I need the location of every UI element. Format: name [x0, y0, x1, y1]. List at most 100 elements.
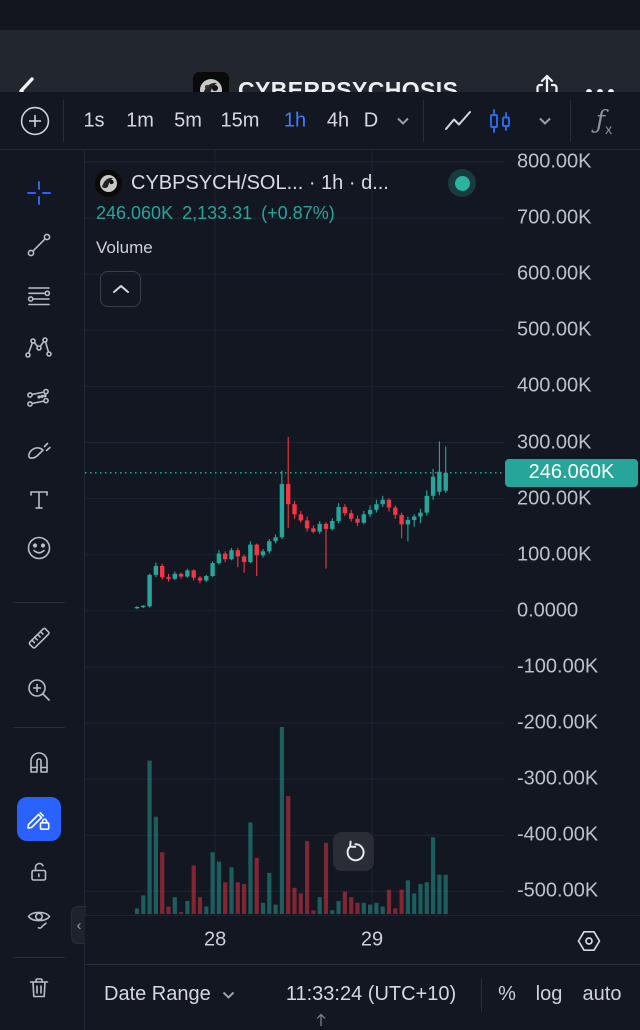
timeframe-menu-button[interactable]	[396, 115, 411, 127]
hide-drawings-icon	[27, 911, 51, 929]
share-icon	[540, 74, 554, 83]
legend-change-pct: (+0.87%)	[261, 203, 335, 223]
projection-icon	[27, 388, 49, 407]
price-scale-label: 300.00K	[517, 431, 592, 453]
price-scale-label: 0.0000	[517, 599, 579, 622]
fx-indicators-icon: ƒx	[595, 104, 613, 137]
chevron-up-icon	[112, 285, 129, 293]
timeframe-1s[interactable]: 1s	[83, 109, 105, 131]
tool-drawing-lock[interactable]	[17, 797, 61, 841]
crosshair-icon	[27, 181, 51, 205]
toolbar-divider	[63, 100, 64, 142]
text-icon	[30, 491, 48, 509]
ruler-icon	[28, 627, 50, 649]
price-scale-label: 100.00K	[517, 543, 592, 566]
timeframe-1m[interactable]: 1m	[126, 109, 154, 131]
reset-chart-button[interactable]	[333, 832, 374, 871]
tool-emoji[interactable]	[17, 526, 61, 570]
chart-type-menu-button[interactable]	[538, 115, 553, 127]
sidebar-divider	[13, 957, 65, 958]
toolbar-divider	[423, 100, 424, 142]
indicators-button[interactable]: ƒx	[596, 105, 612, 137]
trend-line-icon	[27, 233, 51, 257]
volume-indicator-label: Volume	[96, 238, 153, 257]
hexagon-settings-icon	[577, 930, 601, 952]
tool-trend-line[interactable]	[17, 223, 61, 267]
current-price-badge: 246.060K	[505, 458, 638, 487]
scale-mode-log[interactable]: log	[535, 983, 563, 1005]
price-scale-label: -300.00K	[517, 767, 599, 790]
tool-unlock[interactable]	[17, 850, 61, 894]
market-status-dot[interactable]	[448, 169, 476, 197]
price-scale-label: 700.00K	[517, 206, 592, 229]
price-scale-label: 800.00K	[517, 150, 592, 173]
date-range-button[interactable]: Date Range	[104, 983, 236, 1006]
price-scale-label: 400.00K	[517, 374, 592, 397]
tool-trash[interactable]	[17, 966, 61, 1010]
timeframe-4h[interactable]: 4h	[326, 109, 350, 131]
tool-brush[interactable]	[17, 428, 61, 472]
time-axis[interactable]: 28 29	[85, 915, 640, 965]
unlock-icon	[31, 862, 47, 881]
legend-collapse-button[interactable]	[100, 271, 141, 307]
candles-icon	[490, 108, 510, 133]
drawing-sidebar	[0, 150, 85, 1030]
chart-legend[interactable]: CYBPSYCH/SOL... · 1h · d...	[95, 168, 389, 198]
sidebar-divider	[13, 727, 65, 728]
xabcd-pattern-icon	[25, 337, 52, 358]
timeframe-5m[interactable]: 5m	[174, 109, 202, 131]
timeframe-15m[interactable]: 15m	[220, 109, 260, 131]
chevron-down-icon	[397, 117, 409, 125]
price-scale[interactable]: 800.00K 700.00K 600.00K 500.00K 400.00K 300.0…	[505, 150, 640, 915]
scale-mode-percent[interactable]: %	[498, 983, 516, 1005]
token-logo-small	[95, 169, 122, 197]
tool-fib-retracement[interactable]	[17, 275, 61, 319]
toolbar-divider	[570, 100, 571, 142]
timeframe-1h[interactable]: 1h	[283, 109, 307, 131]
candles-chart-type-button[interactable]	[487, 106, 514, 136]
tool-projection[interactable]	[17, 377, 61, 421]
clock-utc-label[interactable]: 11:33:24 (UTC+10)	[285, 983, 457, 1005]
price-scale-label: 600.00K	[517, 262, 592, 285]
add-circle-icon	[20, 106, 50, 135]
symbol-title: CYBPSYCH/SOL... · 1h · d...	[131, 171, 389, 194]
brush-icon	[28, 442, 51, 459]
price-scale-label: -500.00K	[517, 879, 599, 902]
sidebar-divider	[13, 602, 65, 603]
price-scale-label: -400.00K	[517, 823, 599, 846]
tool-ruler[interactable]	[17, 616, 61, 660]
tool-zoom-in[interactable]	[17, 668, 61, 712]
scale-mode-auto[interactable]: auto	[582, 983, 622, 1005]
tool-magnet[interactable]	[17, 740, 61, 784]
line-chart-type-button[interactable]	[444, 108, 472, 134]
bottom-bar-divider	[481, 978, 482, 1012]
tool-xabcd-pattern[interactable]	[17, 326, 61, 370]
zoom-in-icon	[28, 679, 50, 701]
price-scale-label: -100.00K	[517, 655, 599, 678]
legend-price: 246.060K	[96, 203, 174, 223]
fib-retracement-icon	[27, 287, 51, 306]
chevron-down-icon	[539, 117, 551, 125]
timeframe-D[interactable]: D	[363, 109, 379, 131]
up-arrow-icon	[315, 1012, 327, 1027]
candlestick-chart[interactable]	[85, 150, 505, 915]
add-circle-button[interactable]	[19, 105, 51, 137]
drawing-lock-icon	[27, 812, 50, 830]
chevron-down-icon	[222, 991, 234, 999]
price-scale-label: -200.00K	[517, 711, 599, 734]
sidebar-collapse-handle[interactable]: ‹	[71, 906, 86, 944]
bottom-bar: Date Range 11:33:24 (UTC+10) % log auto	[85, 966, 640, 1030]
tool-hide-drawings[interactable]	[17, 898, 61, 942]
tool-crosshair[interactable]	[17, 171, 61, 215]
trash-icon	[29, 978, 49, 998]
line-chart-icon	[445, 110, 471, 130]
header-bar: CYBERPSYCHOSIS	[0, 30, 640, 108]
tool-text[interactable]	[17, 478, 61, 522]
reset-rotate-icon	[346, 840, 365, 861]
time-axis-label-28: 28	[203, 928, 227, 951]
chart-toolbar: 1s 1m 5m 15m 1h 4h D ƒx	[0, 92, 640, 150]
axis-settings-button[interactable]	[574, 926, 604, 956]
price-scale-label: 200.00K	[517, 487, 592, 510]
status-strip	[0, 0, 640, 30]
magnet-icon	[30, 752, 48, 773]
